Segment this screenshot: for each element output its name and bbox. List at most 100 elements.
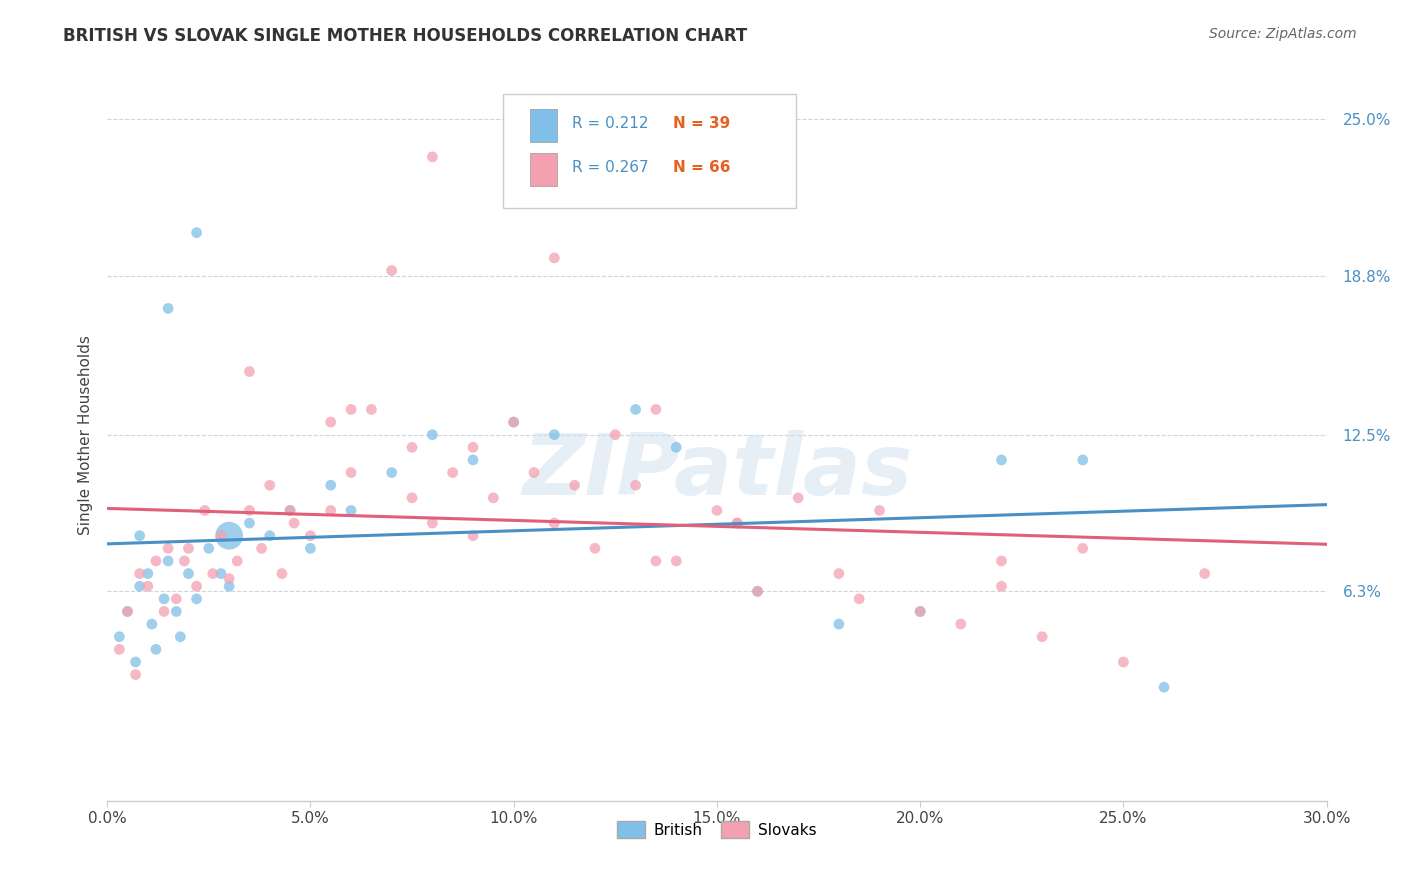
Point: [209, 529, 232, 543]
Point: [165, 591, 187, 606]
Point: [157, 301, 180, 316]
FancyBboxPatch shape: [530, 109, 557, 142]
Point: [990, 554, 1012, 568]
Point: [381, 466, 404, 480]
Point: [543, 427, 565, 442]
Text: N = 66: N = 66: [673, 160, 731, 175]
Point: [173, 554, 195, 568]
Point: [401, 491, 423, 505]
FancyBboxPatch shape: [503, 95, 796, 208]
Point: [645, 554, 668, 568]
Point: [128, 566, 150, 581]
Point: [186, 226, 208, 240]
Point: [725, 516, 748, 530]
Point: [990, 579, 1012, 593]
Point: [461, 440, 484, 454]
Point: [725, 516, 748, 530]
Point: [169, 630, 191, 644]
Point: [299, 541, 322, 556]
Point: [645, 402, 668, 417]
Point: [319, 503, 342, 517]
Point: [624, 402, 647, 417]
Point: [136, 566, 159, 581]
Point: [238, 516, 260, 530]
Point: [145, 642, 167, 657]
Point: [583, 541, 606, 556]
Point: [1112, 655, 1135, 669]
Point: [869, 503, 891, 517]
Point: [441, 466, 464, 480]
Point: [197, 541, 219, 556]
Point: [218, 572, 240, 586]
Y-axis label: Single Mother Households: Single Mother Households: [79, 334, 93, 534]
Point: [124, 655, 146, 669]
Point: [787, 491, 810, 505]
Point: [128, 529, 150, 543]
Point: [624, 478, 647, 492]
Point: [461, 453, 484, 467]
Point: [259, 478, 281, 492]
Point: [194, 503, 217, 517]
Point: [259, 529, 281, 543]
Point: [145, 554, 167, 568]
Point: [564, 478, 586, 492]
Point: [209, 566, 232, 581]
Point: [1071, 453, 1094, 467]
Point: [165, 605, 187, 619]
Point: [319, 415, 342, 429]
Point: [186, 591, 208, 606]
Point: [543, 251, 565, 265]
Point: [1153, 680, 1175, 694]
Point: [502, 415, 524, 429]
Point: [340, 503, 363, 517]
Point: [747, 584, 769, 599]
Point: [908, 605, 931, 619]
Point: [153, 605, 176, 619]
Point: [482, 491, 505, 505]
Point: [136, 579, 159, 593]
FancyBboxPatch shape: [530, 153, 557, 186]
Point: [605, 427, 627, 442]
Text: R = 0.267: R = 0.267: [572, 160, 648, 175]
Point: [250, 541, 273, 556]
Point: [665, 554, 688, 568]
Point: [949, 617, 972, 632]
Legend: British, Slovaks: British, Slovaks: [612, 814, 823, 845]
Point: [401, 440, 423, 454]
Point: [828, 566, 851, 581]
Point: [153, 591, 176, 606]
Point: [828, 617, 851, 632]
Point: [461, 529, 484, 543]
Point: [117, 605, 139, 619]
Point: [278, 503, 301, 517]
Point: [271, 566, 294, 581]
Point: [201, 566, 224, 581]
Point: [908, 605, 931, 619]
Point: [238, 503, 260, 517]
Point: [177, 566, 200, 581]
Point: [422, 427, 444, 442]
Point: [706, 503, 728, 517]
Point: [108, 642, 131, 657]
Point: [502, 415, 524, 429]
Point: [990, 453, 1012, 467]
Point: [543, 516, 565, 530]
Point: [1071, 541, 1094, 556]
Point: [128, 579, 150, 593]
Point: [186, 579, 208, 593]
Point: [278, 503, 301, 517]
Point: [157, 554, 180, 568]
Point: [299, 529, 322, 543]
Point: [117, 605, 139, 619]
Point: [340, 402, 363, 417]
Point: [124, 667, 146, 681]
Point: [218, 579, 240, 593]
Point: [1194, 566, 1216, 581]
Point: [157, 541, 180, 556]
Text: ZIPatlas: ZIPatlas: [522, 430, 912, 513]
Point: [238, 365, 260, 379]
Point: [141, 617, 163, 632]
Point: [848, 591, 870, 606]
Point: [218, 529, 240, 543]
Point: [340, 466, 363, 480]
